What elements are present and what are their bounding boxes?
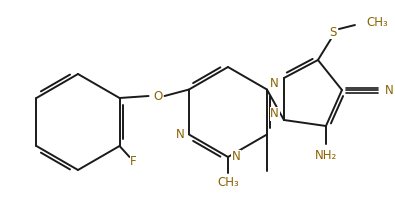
Text: NH₂: NH₂ [315, 150, 337, 163]
Text: N: N [270, 108, 279, 121]
Text: S: S [329, 26, 337, 38]
Text: N: N [385, 84, 394, 97]
Text: F: F [130, 156, 137, 169]
Text: N: N [176, 128, 185, 141]
Text: N: N [270, 77, 279, 90]
Text: CH₃: CH₃ [217, 176, 239, 189]
Text: O: O [153, 90, 162, 103]
Text: CH₃: CH₃ [366, 16, 387, 29]
Text: N: N [232, 150, 241, 163]
